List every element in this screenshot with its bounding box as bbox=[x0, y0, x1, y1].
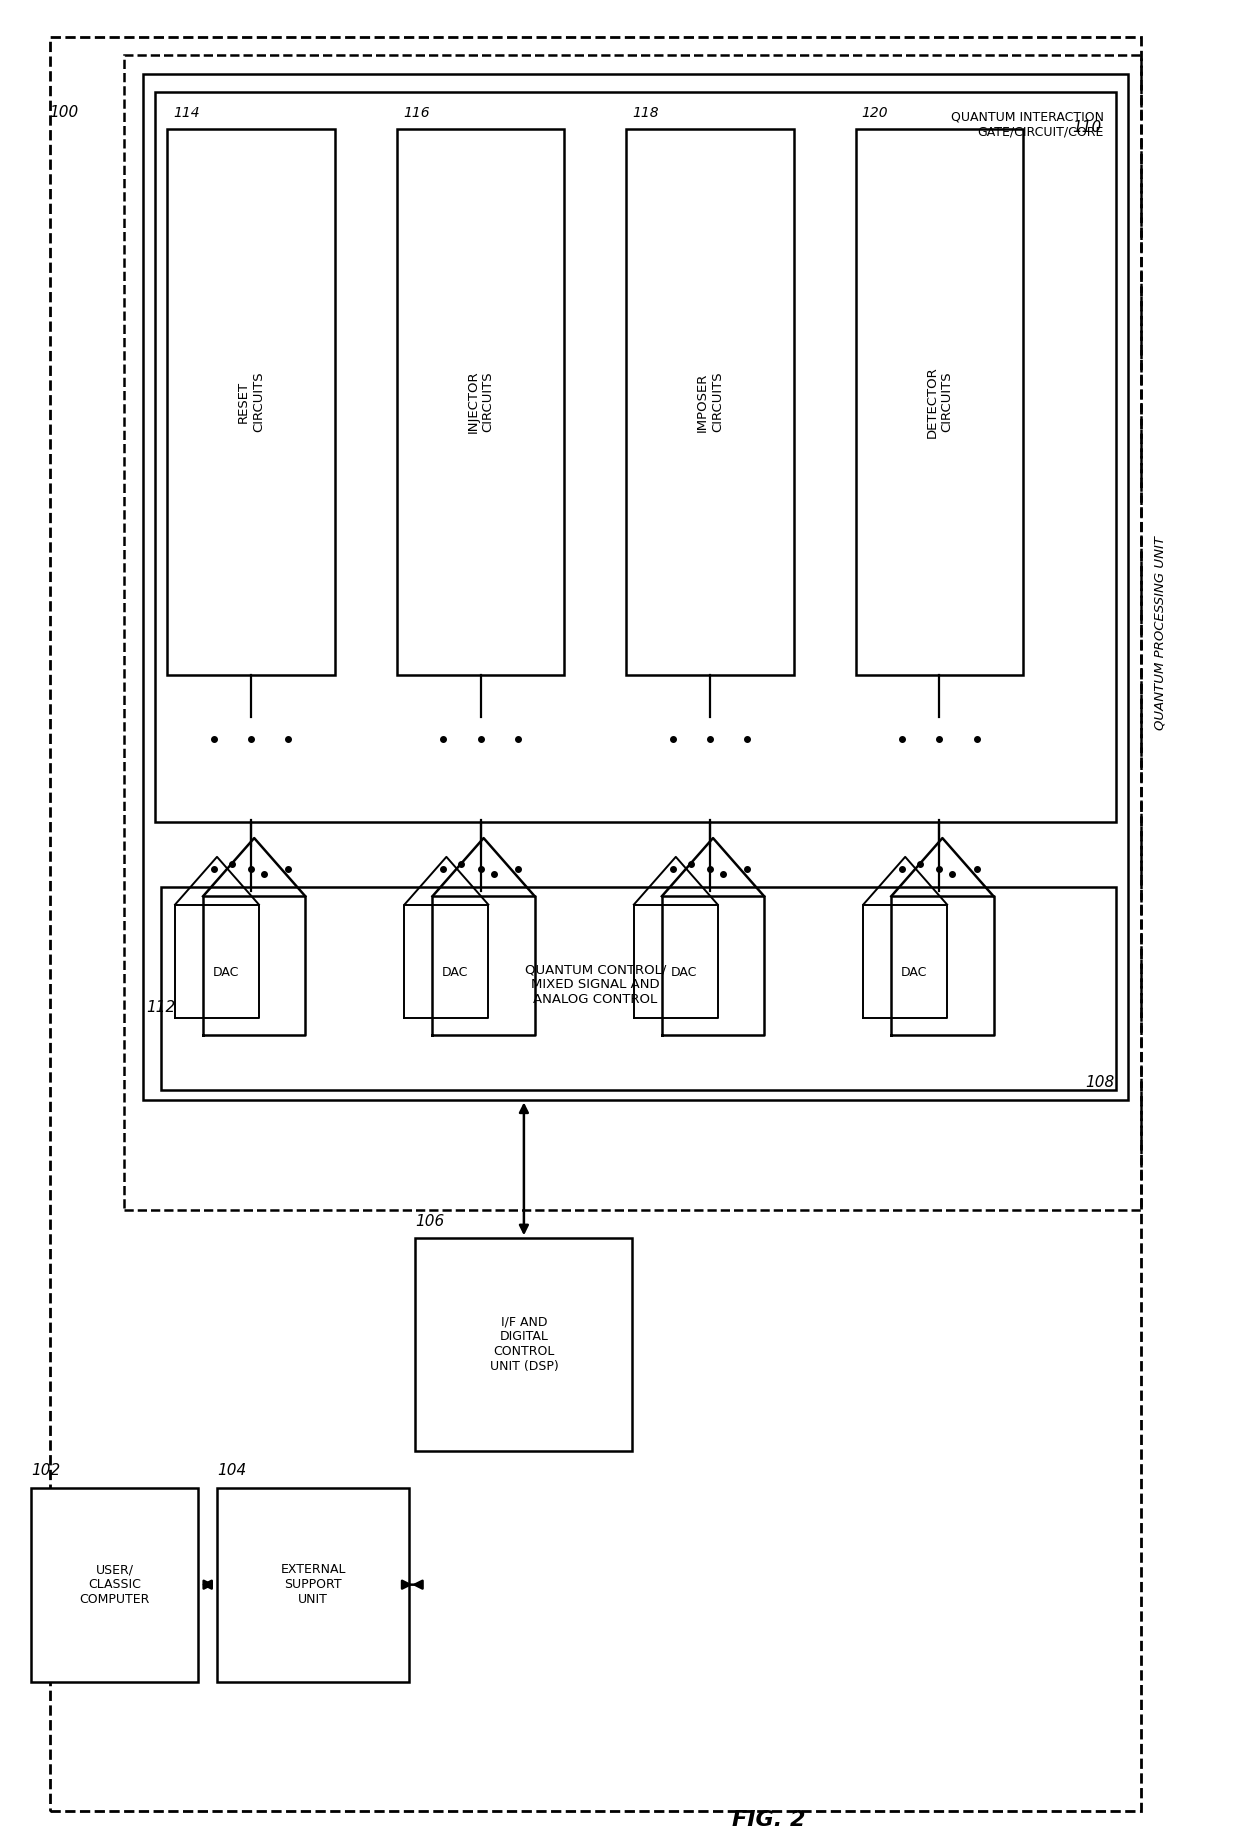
Bar bbox=[856, 129, 1023, 675]
Text: FIG. 2: FIG. 2 bbox=[732, 1809, 806, 1830]
Text: USER/
CLASSIC
COMPUTER: USER/ CLASSIC COMPUTER bbox=[79, 1563, 150, 1606]
Text: 112: 112 bbox=[146, 1000, 176, 1015]
Text: DAC: DAC bbox=[671, 967, 698, 979]
Bar bbox=[143, 74, 1128, 1100]
Text: 116: 116 bbox=[403, 105, 429, 120]
Bar bbox=[167, 129, 335, 675]
Text: 108: 108 bbox=[1085, 1076, 1115, 1090]
Bar bbox=[155, 92, 1116, 822]
Text: 120: 120 bbox=[862, 105, 888, 120]
Text: DETECTOR
CIRCUITS: DETECTOR CIRCUITS bbox=[925, 366, 954, 438]
Text: DAC: DAC bbox=[900, 967, 928, 979]
Text: QUANTUM CONTROL/
MIXED SIGNAL AND
ANALOG CONTROL: QUANTUM CONTROL/ MIXED SIGNAL AND ANALOG… bbox=[525, 963, 666, 1007]
Text: QUANTUM PROCESSING UNIT: QUANTUM PROCESSING UNIT bbox=[1153, 536, 1166, 730]
Bar bbox=[124, 55, 1141, 1210]
Text: INJECTOR
CIRCUITS: INJECTOR CIRCUITS bbox=[466, 371, 495, 432]
Text: 118: 118 bbox=[632, 105, 658, 120]
Bar bbox=[217, 1488, 409, 1682]
Text: 106: 106 bbox=[415, 1214, 445, 1229]
Bar bbox=[31, 1488, 198, 1682]
Text: 100: 100 bbox=[50, 105, 79, 120]
Bar bbox=[626, 129, 794, 675]
Bar bbox=[397, 129, 564, 675]
Text: I/F AND
DIGITAL
CONTROL
UNIT (DSP): I/F AND DIGITAL CONTROL UNIT (DSP) bbox=[490, 1316, 558, 1373]
Text: 102: 102 bbox=[31, 1464, 61, 1478]
Text: IMPOSER
CIRCUITS: IMPOSER CIRCUITS bbox=[696, 371, 724, 432]
Text: EXTERNAL
SUPPORT
UNIT: EXTERNAL SUPPORT UNIT bbox=[280, 1563, 346, 1606]
Bar bbox=[50, 37, 1141, 1811]
Bar bbox=[415, 1238, 632, 1451]
Text: QUANTUM INTERACTION
GATE/CIRCUIT/CORE: QUANTUM INTERACTION GATE/CIRCUIT/CORE bbox=[951, 111, 1104, 139]
Text: DAC: DAC bbox=[212, 967, 239, 979]
Text: DAC: DAC bbox=[441, 967, 469, 979]
Text: 104: 104 bbox=[217, 1464, 247, 1478]
Text: RESET
CIRCUITS: RESET CIRCUITS bbox=[237, 371, 265, 432]
Text: 114: 114 bbox=[174, 105, 200, 120]
Bar bbox=[161, 887, 1116, 1090]
Text: 110: 110 bbox=[1073, 120, 1102, 135]
